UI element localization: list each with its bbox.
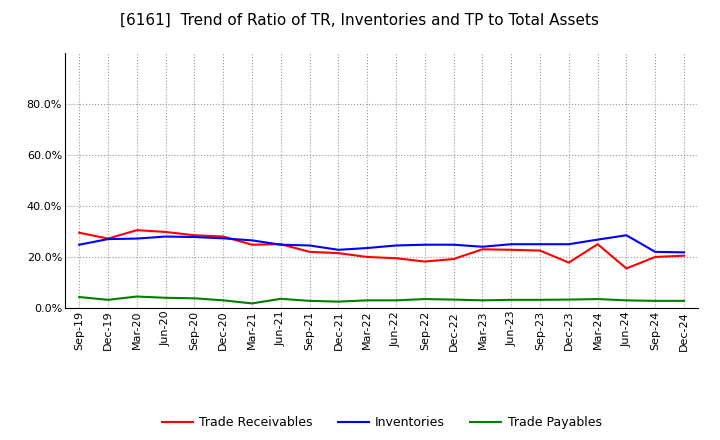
Inventories [478,244,487,249]
Legend: Trade Receivables, Inventories, Trade Payables: Trade Receivables, Inventories, Trade Pa… [157,411,606,434]
Trade Receivables [564,260,573,265]
Trade Payables [75,294,84,300]
Trade Payables [536,297,544,302]
Line: Inventories: Inventories [79,235,684,253]
Trade Payables [276,296,285,301]
Trade Receivables [593,242,602,247]
Inventories [305,243,314,248]
Trade Payables [363,298,372,303]
Inventories [392,243,400,248]
Trade Receivables [420,259,429,264]
Trade Payables [651,298,660,304]
Inventories [75,242,84,247]
Trade Payables [507,297,516,302]
Inventories [680,250,688,255]
Line: Trade Receivables: Trade Receivables [79,230,684,268]
Inventories [190,235,199,240]
Inventories [564,242,573,247]
Trade Receivables [478,247,487,252]
Trade Payables [334,299,343,304]
Trade Receivables [132,227,141,233]
Inventories [449,242,458,247]
Inventories [651,249,660,254]
Trade Receivables [190,233,199,238]
Inventories [219,236,228,241]
Trade Payables [190,296,199,301]
Inventories [276,242,285,247]
Trade Receivables [75,230,84,235]
Trade Receivables [104,236,112,241]
Trade Payables [219,298,228,303]
Trade Receivables [276,242,285,247]
Trade Payables [104,297,112,302]
Trade Payables [248,301,256,306]
Inventories [593,237,602,242]
Trade Receivables [161,229,170,235]
Trade Receivables [507,247,516,253]
Inventories [161,234,170,239]
Line: Trade Payables: Trade Payables [79,297,684,304]
Trade Payables [449,297,458,302]
Inventories [507,242,516,247]
Trade Payables [593,297,602,302]
Trade Receivables [622,266,631,271]
Inventories [622,233,631,238]
Trade Receivables [680,253,688,258]
Trade Receivables [392,256,400,261]
Inventories [132,236,141,241]
Inventories [536,242,544,247]
Trade Payables [622,298,631,303]
Inventories [363,246,372,251]
Trade Receivables [248,242,256,247]
Trade Payables [392,298,400,303]
Inventories [420,242,429,247]
Trade Receivables [305,249,314,254]
Inventories [334,247,343,253]
Trade Receivables [536,248,544,253]
Trade Receivables [219,234,228,239]
Trade Payables [420,297,429,302]
Trade Payables [305,298,314,304]
Text: [6161]  Trend of Ratio of TR, Inventories and TP to Total Assets: [6161] Trend of Ratio of TR, Inventories… [120,13,600,28]
Trade Receivables [334,250,343,256]
Trade Receivables [363,254,372,260]
Trade Payables [564,297,573,302]
Inventories [248,238,256,243]
Trade Payables [478,298,487,303]
Trade Payables [161,295,170,301]
Inventories [104,236,112,242]
Trade Receivables [449,257,458,262]
Trade Receivables [651,254,660,260]
Trade Payables [680,298,688,304]
Trade Payables [132,294,141,299]
